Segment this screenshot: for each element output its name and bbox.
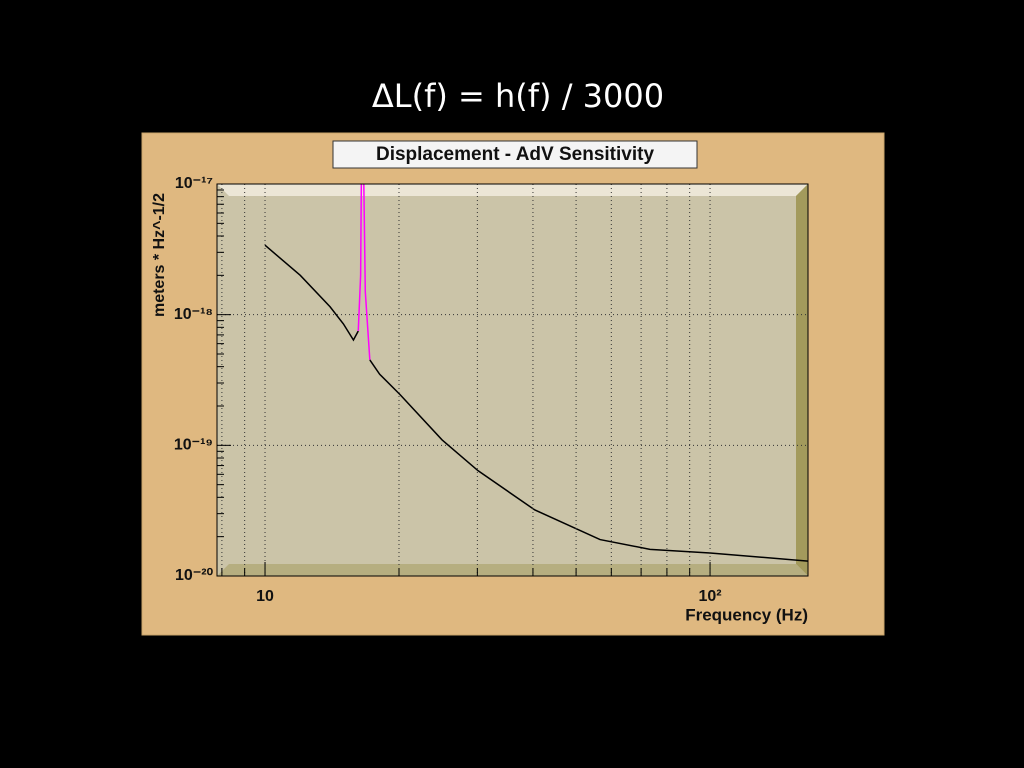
data-line [264,244,359,342]
x-axis-label: Frequency (Hz) [685,605,808,624]
bevel-right [796,184,808,576]
y-tick-label: 10⁻¹⁹ [174,437,213,454]
y-tick-label: 10⁻²⁰ [175,567,214,584]
x-tick-label: 10² [698,588,721,605]
bevel-top [217,184,808,196]
plot-frame [216,183,809,577]
x-tick-label: 10 [256,588,274,605]
chart-title: Displacement - AdV Sensitivity [376,144,654,165]
y-tick-label: 10⁻¹⁸ [174,306,213,323]
y-tick-label: 10⁻¹⁷ [175,175,213,192]
title-box [332,140,698,169]
bevel-bottom [217,564,808,576]
data-line [369,359,808,562]
y-axis-label: meters * Hz^-1/2 [151,193,168,317]
plot-lines [264,184,808,562]
plot-area [217,184,808,576]
slide-title: ΔL(f) = h(f) / 3000 [372,77,664,115]
data-line [357,184,371,361]
